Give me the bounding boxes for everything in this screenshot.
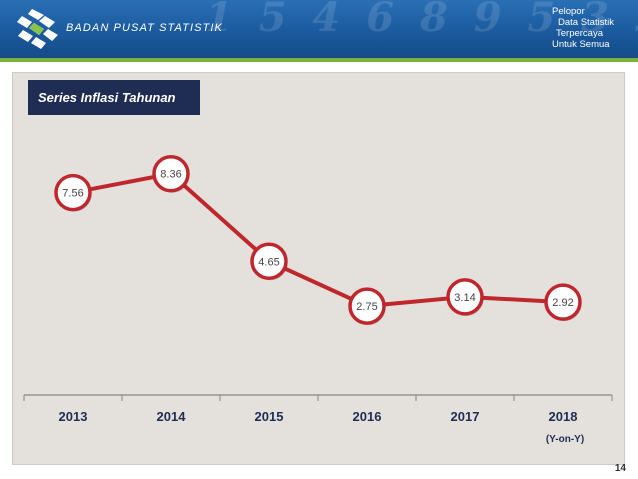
data-label: 7.56 [62, 188, 83, 200]
header-banner: 1 5 4 6 8 9 5 3 2 1 2 8 BADAN PUSAT STAT… [0, 0, 638, 58]
x-tick-label: 2018 [549, 409, 578, 424]
data-label: 4.65 [258, 256, 279, 268]
tagline-line: Data Statistik [558, 17, 614, 28]
unit-note: (Y-on-Y) [545, 434, 585, 445]
x-tick-label: 2017 [451, 409, 480, 424]
page-number: 14 [614, 463, 626, 474]
bps-logo-icon [17, 9, 58, 49]
data-label: 8.36 [160, 169, 181, 181]
data-point [152, 154, 190, 193]
data-label: 2.75 [356, 301, 377, 313]
data-point [54, 173, 92, 212]
header-divider [0, 58, 638, 62]
data-point [446, 278, 484, 316]
tagline-line: Pelopor [552, 6, 585, 17]
series-line [72, 171, 564, 309]
data-point [544, 283, 582, 321]
chart-title: Series Inflasi Tahunan [28, 80, 200, 115]
tagline: Pelopor Data Statistik Terpercaya Untuk … [552, 6, 636, 50]
x-tick-label: 2016 [353, 409, 382, 424]
data-point [250, 242, 288, 281]
x-tick-label: 2015 [255, 409, 284, 424]
x-tick-label: 2014 [157, 409, 187, 424]
tagline-line: Terpercaya [556, 28, 603, 39]
agency-name: BADAN PUSAT STATISTIK [66, 22, 223, 34]
x-tick-label: 2013 [59, 409, 88, 424]
tagline-line: Untuk Semua [552, 39, 610, 50]
data-point [348, 287, 386, 325]
data-label: 2.92 [552, 297, 573, 309]
background-digits: 1 5 4 6 8 9 5 3 2 1 2 8 [205, 0, 638, 41]
data-label: 3.14 [454, 292, 475, 304]
